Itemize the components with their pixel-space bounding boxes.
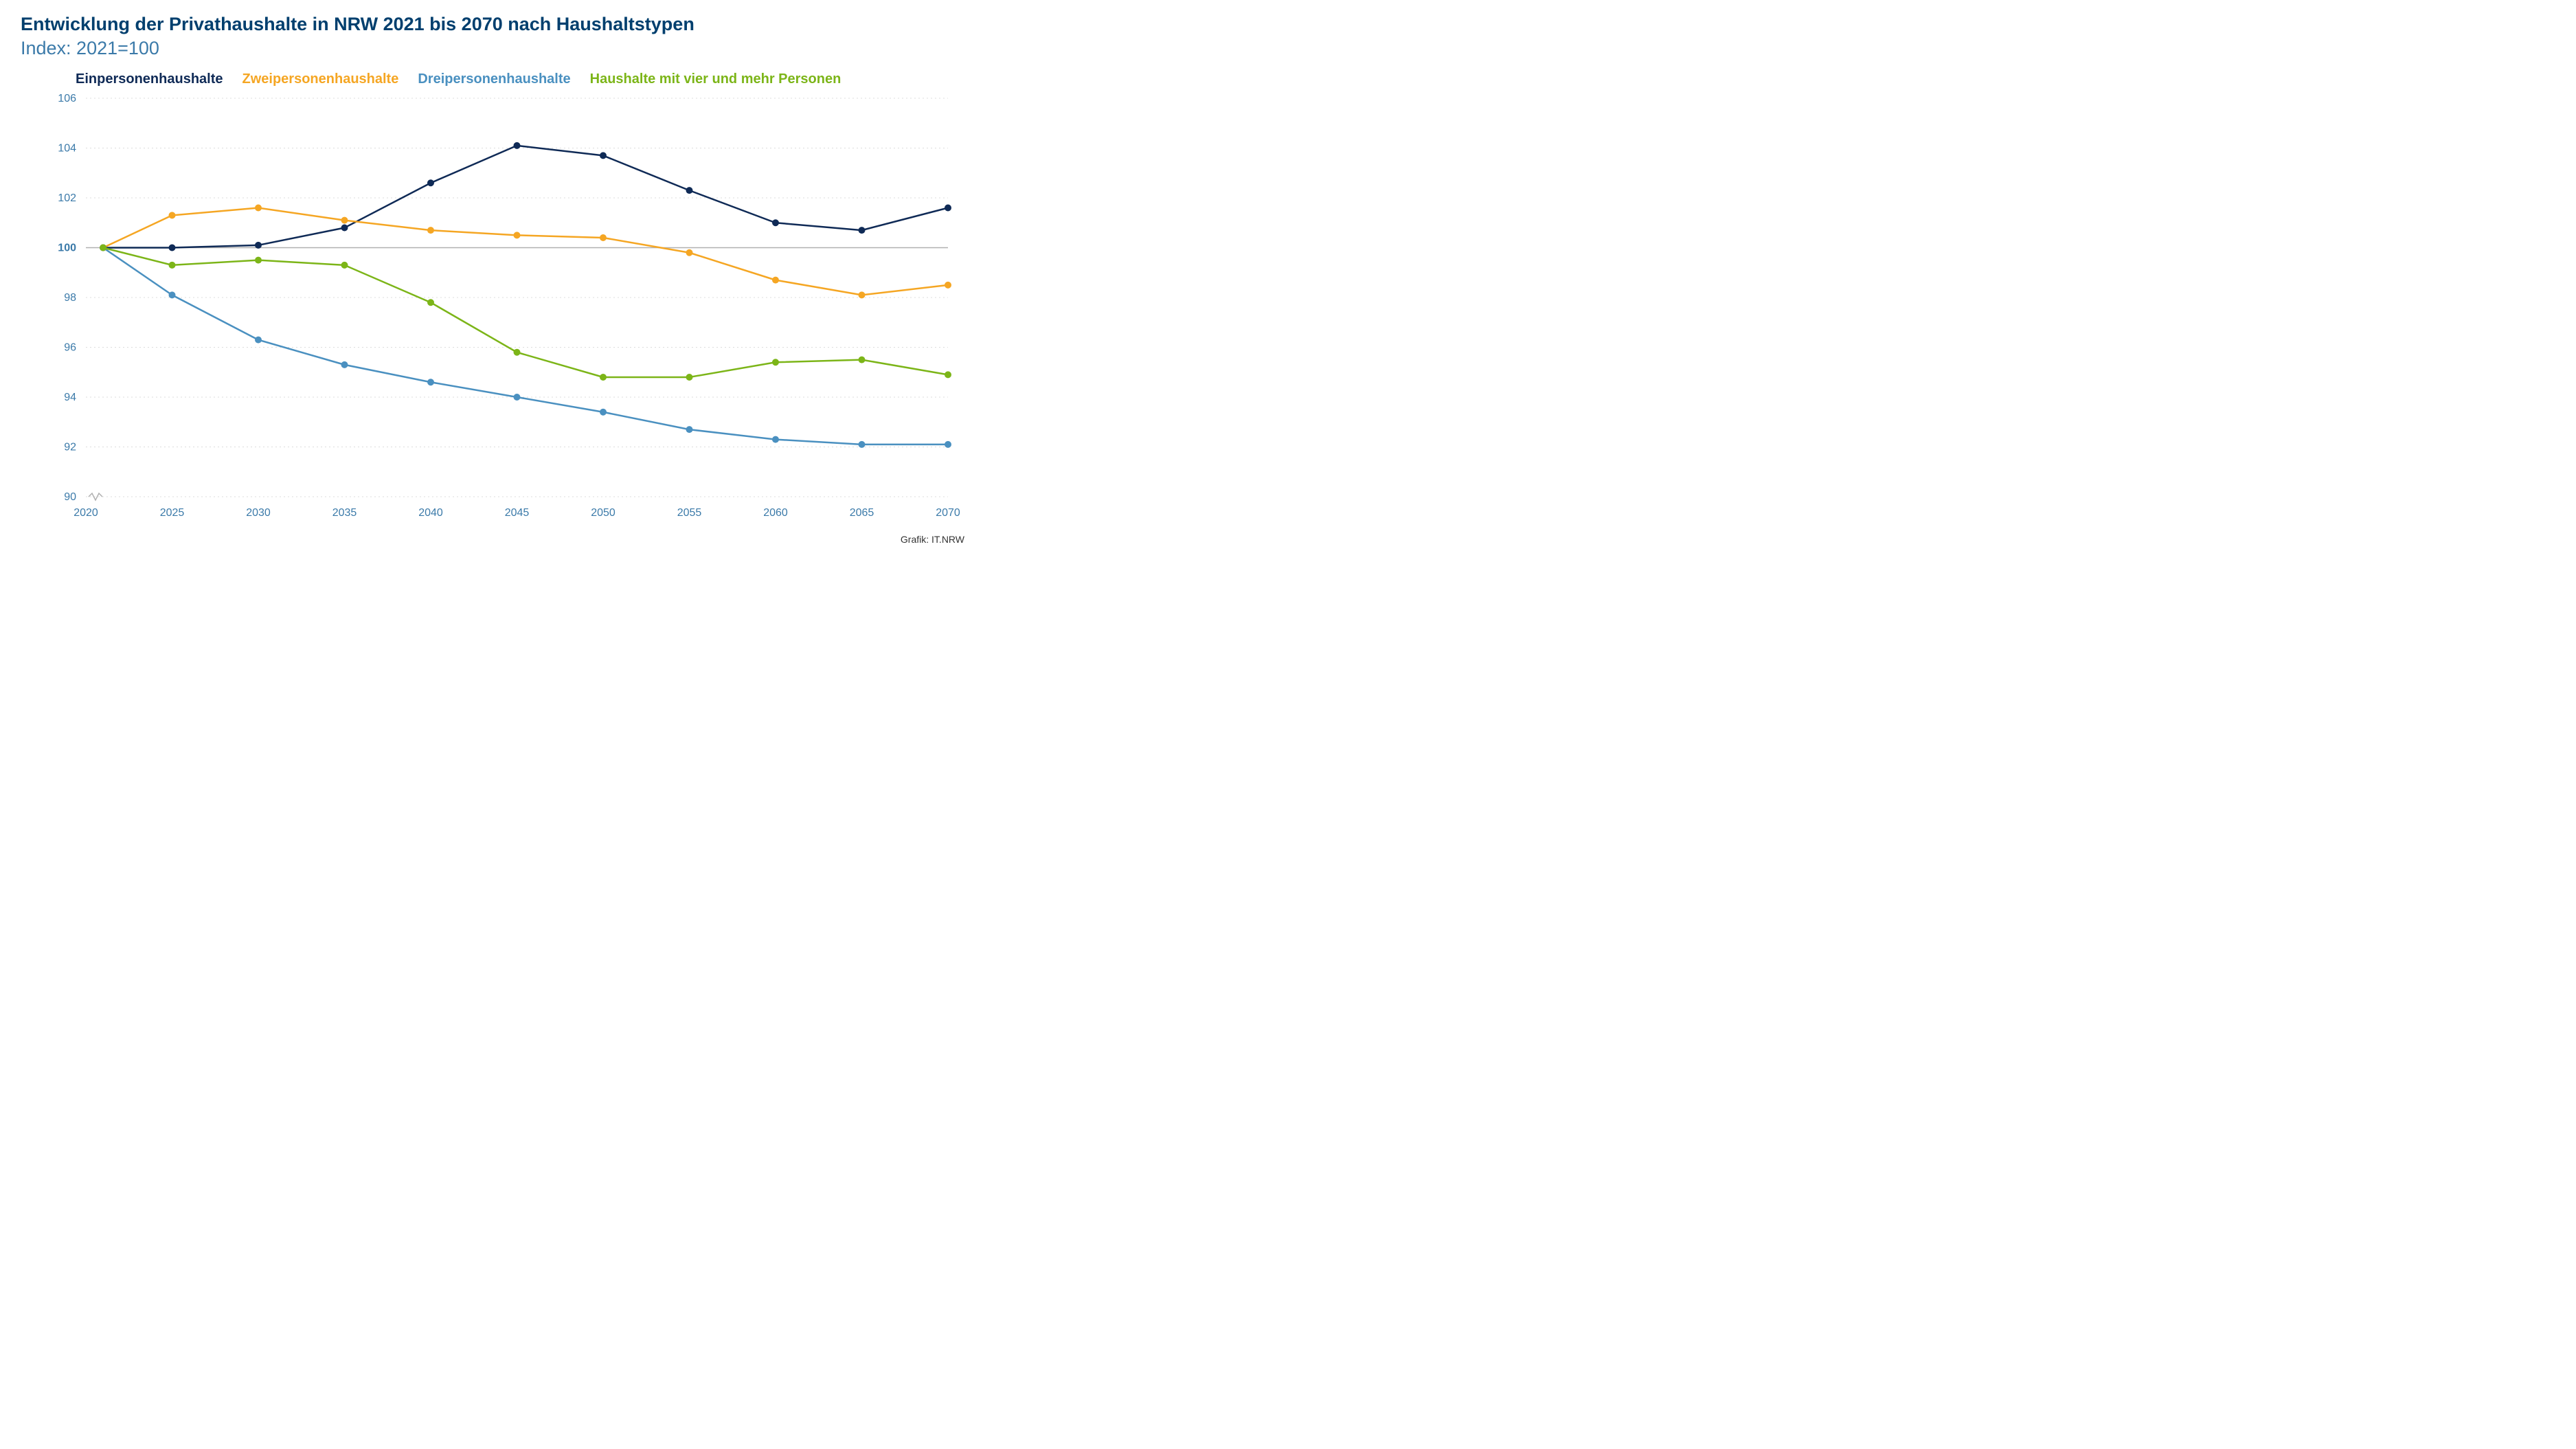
svg-text:2050: 2050: [591, 507, 615, 519]
svg-text:2045: 2045: [505, 507, 530, 519]
chart-title: Entwicklung der Privathaushalte in NRW 2…: [21, 14, 969, 35]
svg-text:2040: 2040: [418, 507, 443, 519]
svg-text:2055: 2055: [677, 507, 702, 519]
legend-item: Haushalte mit vier und mehr Personen: [590, 71, 841, 87]
chart-legend: Einpersonenhaushalte Zweipersonenhaushalt…: [76, 71, 969, 87]
svg-text:2070: 2070: [936, 507, 960, 519]
svg-text:2065: 2065: [850, 507, 874, 519]
legend-item: Zweipersonenhaushalte: [242, 71, 399, 87]
chart-plot: 90 92 94 96 98 100 102 104 106 2020 2025 2030 2035 20…: [21, 91, 969, 531]
legend-item: Einpersonenhaushalte: [76, 71, 223, 87]
svg-text:90: 90: [64, 491, 76, 503]
svg-text:106: 106: [58, 93, 76, 104]
line-chart-svg: 90 92 94 96 98 100 102 104 106 2020 2025 2030 2035 20…: [21, 91, 969, 531]
legend-item: Dreipersonenhaushalte: [418, 71, 570, 87]
svg-text:96: 96: [64, 342, 76, 354]
svg-text:2035: 2035: [332, 507, 357, 519]
svg-text:98: 98: [64, 292, 76, 304]
svg-text:92: 92: [64, 442, 76, 453]
svg-text:2030: 2030: [246, 507, 271, 519]
svg-text:2060: 2060: [763, 507, 788, 519]
svg-text:2020: 2020: [74, 507, 98, 519]
svg-text:104: 104: [58, 143, 76, 155]
svg-text:2025: 2025: [160, 507, 185, 519]
svg-text:100: 100: [58, 243, 76, 254]
chart-credit: Grafik: IT.NRW: [21, 534, 964, 545]
svg-text:102: 102: [58, 192, 76, 204]
chart-subtitle: Index: 2021=100: [21, 38, 969, 59]
svg-text:94: 94: [64, 392, 76, 403]
